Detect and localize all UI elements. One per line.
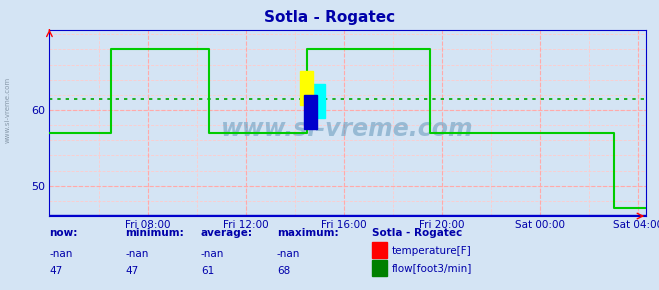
Text: 47: 47: [125, 266, 138, 276]
Text: www.si-vreme.com: www.si-vreme.com: [221, 117, 474, 141]
Text: 61: 61: [201, 266, 214, 276]
Text: -nan: -nan: [201, 249, 224, 259]
Text: now:: now:: [49, 228, 78, 238]
Text: average:: average:: [201, 228, 253, 238]
Text: maximum:: maximum:: [277, 228, 339, 238]
FancyBboxPatch shape: [300, 71, 313, 105]
Text: 47: 47: [49, 266, 63, 276]
Text: Sotla - Rogatec: Sotla - Rogatec: [264, 10, 395, 25]
Text: -nan: -nan: [125, 249, 148, 259]
FancyBboxPatch shape: [304, 95, 317, 129]
Text: flow[foot3/min]: flow[foot3/min]: [392, 263, 473, 273]
Text: -nan: -nan: [49, 249, 72, 259]
Text: www.si-vreme.com: www.si-vreme.com: [5, 77, 11, 143]
Text: -nan: -nan: [277, 249, 300, 259]
Text: 68: 68: [277, 266, 290, 276]
Text: temperature[F]: temperature[F]: [392, 246, 472, 256]
Text: Sotla - Rogatec: Sotla - Rogatec: [372, 228, 463, 238]
FancyBboxPatch shape: [312, 84, 325, 118]
Text: minimum:: minimum:: [125, 228, 184, 238]
